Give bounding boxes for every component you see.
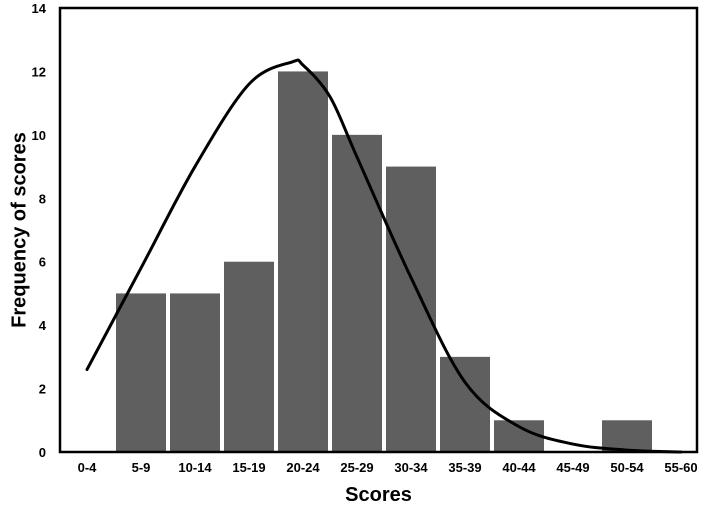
bar-15-19 <box>224 261 274 452</box>
y-axis-title: Frequency of scores <box>8 132 30 328</box>
x-tick-label: 20-24 <box>286 460 320 475</box>
x-tick-label: 10-14 <box>178 460 212 475</box>
x-tick-label: 5-9 <box>132 460 151 475</box>
bar-50-54 <box>602 420 652 452</box>
x-tick-label: 45-49 <box>556 460 589 475</box>
y-tick-label: 0 <box>39 445 46 460</box>
x-tick-label: 15-19 <box>232 460 265 475</box>
bar-10-14 <box>170 293 220 452</box>
y-tick-label: 8 <box>39 191 46 206</box>
bar-35-39 <box>440 356 490 452</box>
x-axis-title: Scores <box>345 484 412 505</box>
x-tick-label: 25-29 <box>340 460 373 475</box>
x-tick-label: 35-39 <box>448 460 481 475</box>
bar-20-24 <box>278 71 328 452</box>
x-tick-label: 50-54 <box>610 460 644 475</box>
plot-frame <box>58 6 699 454</box>
x-tick-label: 55-60 <box>664 460 697 475</box>
y-tick-label: 12 <box>32 64 46 79</box>
x-tick-label: 0-4 <box>78 460 98 475</box>
x-tick-label: 30-34 <box>394 460 428 475</box>
y-tick-label: 10 <box>32 128 46 143</box>
y-axis-ticks: 0 2 4 6 8 10 12 14 <box>32 1 47 460</box>
curve-layer <box>85 58 683 454</box>
y-tick-label: 4 <box>39 318 47 333</box>
bar-30-34 <box>386 166 436 453</box>
y-tick-label: 2 <box>39 382 46 397</box>
x-axis-ticks: 0-4 5-9 10-14 15-19 20-24 25-29 30-34 35-39 40-4… <box>78 460 698 475</box>
x-tick-label: 40-44 <box>502 460 536 475</box>
bars-layer <box>116 71 652 453</box>
y-tick-label: 6 <box>39 255 46 270</box>
y-tick-label: 14 <box>32 1 47 16</box>
distribution-curve <box>85 58 683 454</box>
bar-5-9 <box>116 293 166 452</box>
bar-25-29 <box>332 134 382 452</box>
